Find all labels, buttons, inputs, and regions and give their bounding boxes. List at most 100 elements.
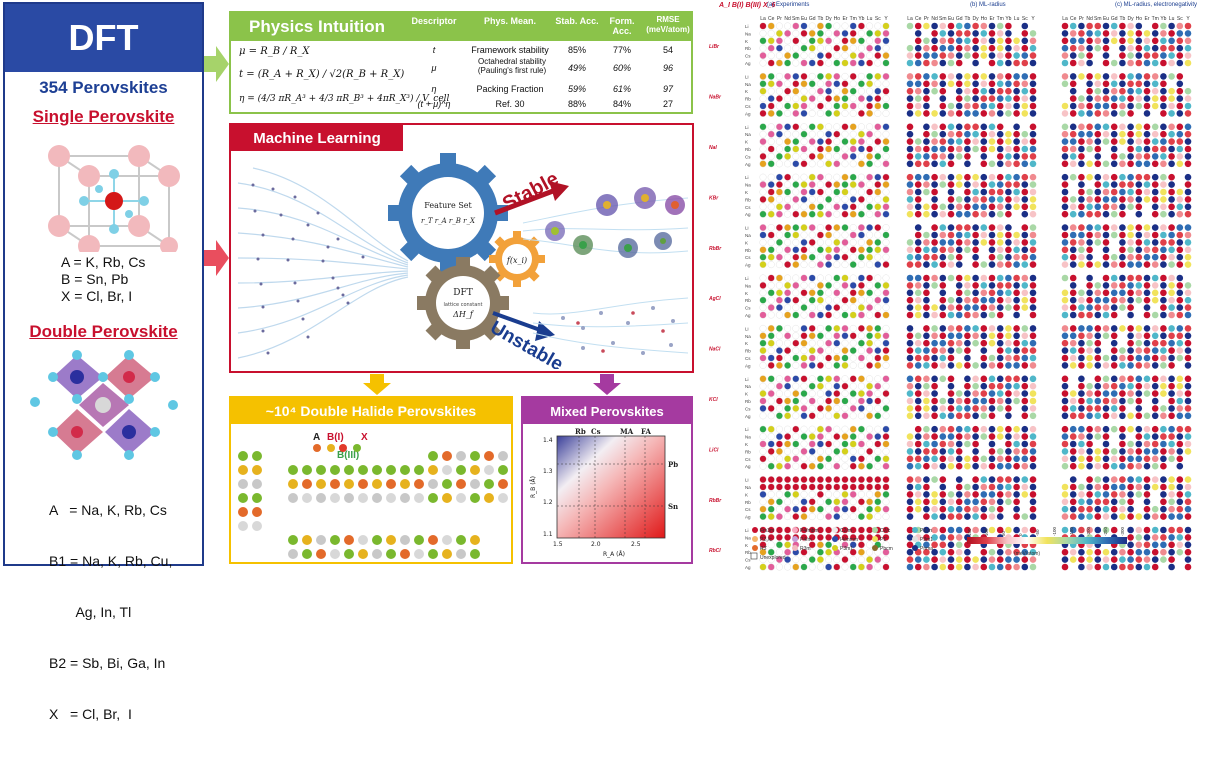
map-cell <box>1143 22 1151 30</box>
map-cell <box>808 440 816 448</box>
map-cell <box>1013 44 1020 52</box>
map-cell <box>1094 304 1102 311</box>
map-cell <box>1102 563 1110 571</box>
map-cell <box>1086 231 1093 239</box>
map-cell <box>914 87 922 95</box>
map-cell <box>1127 375 1134 383</box>
map-cell <box>1168 196 1175 203</box>
map-cell <box>841 109 849 117</box>
legend-a: A <box>313 432 320 443</box>
map-cell <box>1069 73 1077 80</box>
map-cell <box>825 311 833 319</box>
map-cell <box>841 195 849 203</box>
map-cell <box>825 80 833 88</box>
map-cell <box>816 433 824 441</box>
map-cell <box>1013 160 1020 168</box>
map-cell <box>1013 505 1020 513</box>
legend-label: C2/c <box>880 528 891 534</box>
map-cell <box>972 505 979 513</box>
map-cell <box>808 354 816 362</box>
map-row-label: Rb <box>745 449 751 454</box>
map-cell <box>1102 462 1110 470</box>
map-cell <box>947 138 955 145</box>
map-cell <box>1184 80 1192 88</box>
map-cell <box>792 404 800 412</box>
map-cell <box>996 382 1004 390</box>
map-cell <box>841 324 849 332</box>
map-cell <box>1005 362 1012 369</box>
legend-label: C2/m <box>840 528 852 534</box>
double-formula-x: X = Cl, Br, I <box>49 706 132 722</box>
map-cell <box>1029 513 1037 520</box>
map-cell <box>1005 203 1012 211</box>
map-row-label: Ag <box>745 363 751 368</box>
map-cell <box>1151 44 1159 52</box>
map-cell <box>947 110 955 117</box>
map-cell <box>923 44 930 52</box>
map-cell <box>1135 382 1143 390</box>
map-cell <box>1160 145 1167 153</box>
map-col-label: Tb <box>964 16 970 22</box>
map-cell <box>906 448 914 455</box>
map-cell <box>841 455 849 463</box>
map-cell <box>1168 390 1175 397</box>
map-col-label: Ce <box>1070 16 1077 22</box>
map-cell <box>980 339 988 347</box>
map-cell <box>955 296 963 304</box>
map-cell <box>1102 354 1110 362</box>
map-cell <box>1069 556 1077 563</box>
map-cell <box>1013 491 1020 498</box>
map-cell <box>996 203 1004 211</box>
map-cell <box>1029 22 1037 30</box>
map-cell <box>833 152 841 160</box>
map-cell <box>866 210 874 218</box>
map-cell <box>759 425 767 433</box>
map-cell <box>939 102 947 110</box>
map-cell <box>914 362 922 369</box>
map-cell <box>1029 548 1037 556</box>
map-cell <box>1102 173 1110 181</box>
element-dot <box>470 451 480 461</box>
map-cell <box>1078 203 1085 211</box>
feature-set-label: Feature Set <box>424 201 472 210</box>
map-cell <box>996 239 1004 246</box>
map-cell <box>849 210 857 218</box>
map-cell <box>1135 440 1143 448</box>
map-cell <box>849 173 857 181</box>
map-cell <box>866 332 874 340</box>
map-cell <box>1151 289 1159 297</box>
map-cell <box>767 281 775 289</box>
map-cell <box>988 22 996 30</box>
map-cell <box>775 533 783 541</box>
map-cell <box>1160 231 1167 239</box>
map-cell <box>849 541 857 549</box>
map-cell <box>759 375 767 383</box>
map-cell <box>931 412 938 420</box>
map-cell <box>939 347 947 354</box>
map-cell <box>972 405 979 412</box>
map-cell <box>939 231 947 239</box>
map-cell <box>1127 102 1134 110</box>
map-cell <box>825 231 833 239</box>
map-cell <box>816 447 824 455</box>
map-cell <box>955 304 963 311</box>
map-cell <box>759 296 767 304</box>
map-cell <box>1119 347 1126 354</box>
map-cell <box>882 505 890 513</box>
map-cell <box>1094 274 1102 282</box>
map-cell <box>988 80 996 88</box>
map-cell <box>833 390 841 398</box>
map-cell <box>1102 224 1110 231</box>
map-cell <box>882 188 890 196</box>
map-cell <box>980 462 988 470</box>
map-cell <box>857 52 865 60</box>
map-cell <box>1029 405 1037 412</box>
map-cell <box>1119 563 1126 571</box>
map-cell <box>1005 73 1012 80</box>
map-cell <box>874 311 882 319</box>
map-cell <box>1184 44 1192 52</box>
map-cell <box>767 339 775 347</box>
map-cell <box>800 145 808 153</box>
map-cell <box>923 289 930 297</box>
map-cell <box>1143 526 1151 534</box>
